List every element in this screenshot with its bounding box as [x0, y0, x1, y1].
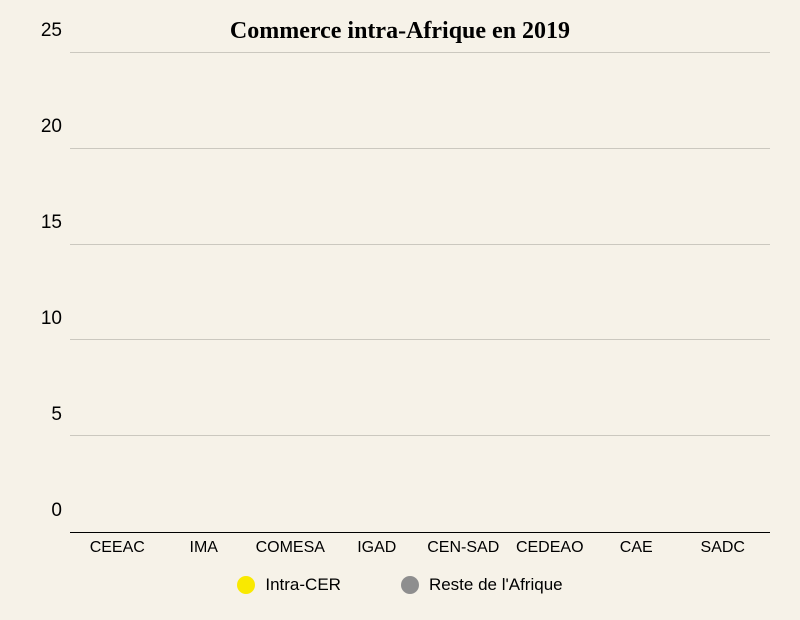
chart-title: Commerce intra-Afrique en 2019	[30, 18, 770, 45]
y-tick-label: 10	[41, 308, 62, 330]
bar-slot	[680, 53, 767, 532]
bar-slot	[507, 53, 594, 532]
legend: Intra-CER Reste de l'Afrique	[30, 575, 770, 595]
gridline	[70, 435, 770, 436]
x-tick-label: CEDEAO	[507, 539, 594, 557]
bar-slot	[74, 53, 161, 532]
legend-item: Reste de l'Afrique	[401, 575, 563, 595]
y-tick-label: 0	[51, 500, 62, 522]
x-tick-label: CAE	[593, 539, 680, 557]
x-tick-label: CEN-SAD	[420, 539, 507, 557]
plot-wrapper: 0510152025	[30, 53, 770, 533]
gridline	[70, 148, 770, 149]
x-tick-label: IGAD	[334, 539, 421, 557]
y-tick-label: 20	[41, 116, 62, 138]
legend-label: Reste de l'Afrique	[429, 575, 563, 595]
y-tick-label: 15	[41, 212, 62, 234]
bar-slot	[420, 53, 507, 532]
x-tick-label: COMESA	[247, 539, 334, 557]
plot-area	[70, 53, 770, 533]
y-tick-label: 5	[51, 404, 62, 426]
bar-slot	[247, 53, 334, 532]
gridline	[70, 244, 770, 245]
legend-label: Intra-CER	[265, 575, 341, 595]
chart-container: Commerce intra-Afrique en 2019 0 5 10 15 20 2…	[0, 0, 800, 620]
x-tick-label: SADC	[680, 539, 767, 557]
x-axis: CEEACIMACOMESAIGADCEN-SADCEDEAOCAESADC	[70, 533, 770, 557]
gridline	[70, 52, 770, 53]
y-axis: 0510152025	[30, 53, 70, 533]
legend-swatch	[237, 576, 255, 594]
legend-item: Intra-CER	[237, 575, 341, 595]
gridline	[70, 339, 770, 340]
legend-swatch	[401, 576, 419, 594]
bar-slot	[161, 53, 248, 532]
bars-row	[70, 53, 770, 532]
bar-slot	[334, 53, 421, 532]
x-tick-label: IMA	[161, 539, 248, 557]
x-tick-label: CEEAC	[74, 539, 161, 557]
y-tick-label: 25	[41, 20, 62, 42]
bar-slot	[593, 53, 680, 532]
